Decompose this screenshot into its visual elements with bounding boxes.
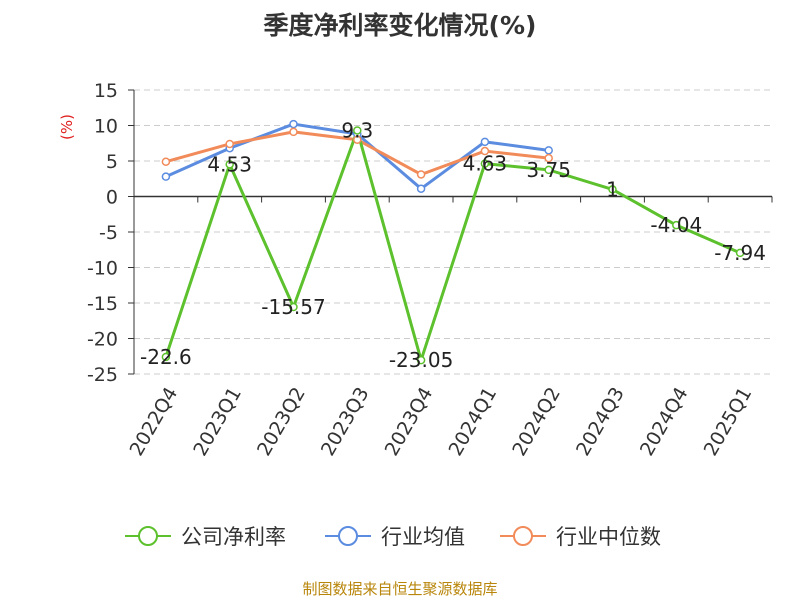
data-label: 4.63 <box>463 152 508 176</box>
y-tick-label: -20 <box>87 329 118 351</box>
data-point <box>225 139 234 149</box>
y-tick-label: -15 <box>87 293 118 315</box>
data-point <box>353 135 362 144</box>
series-points <box>161 119 745 365</box>
data-label: 3.75 <box>526 158 571 182</box>
x-tick-label: 2025Q1 <box>700 384 757 460</box>
x-tick-label: 2024Q4 <box>636 384 693 460</box>
x-tick-label: 2023Q3 <box>317 384 374 460</box>
data-point <box>480 137 490 147</box>
data-point <box>416 355 426 365</box>
y-tick-label: 10 <box>94 116 118 138</box>
x-tick-label: 2022Q4 <box>125 384 182 460</box>
data-point <box>161 157 171 166</box>
y-tick-label: -25 <box>87 364 118 386</box>
data-point <box>608 185 617 194</box>
y-tick-label: -10 <box>87 258 118 280</box>
x-tick-label: 2023Q2 <box>253 384 310 460</box>
legend-label: 行业均值 <box>381 525 465 549</box>
x-tick-label: 2023Q4 <box>381 384 438 460</box>
data-point <box>161 352 171 362</box>
data-point <box>289 127 298 137</box>
y-axis-label: (%) <box>58 114 76 140</box>
legend: 公司净利率 行业均值 行业中位数 <box>125 525 661 549</box>
x-tick-label: 2024Q2 <box>508 384 565 460</box>
data-label: -23.05 <box>389 348 453 372</box>
data-label: -15.57 <box>261 295 325 319</box>
data-point <box>353 126 362 135</box>
data-point <box>289 302 298 312</box>
source-note: 制图数据来自恒生聚源数据库 <box>302 580 498 598</box>
data-point <box>544 153 553 163</box>
data-label: 9.3 <box>341 118 373 142</box>
x-tick-label: 2023Q1 <box>189 384 246 460</box>
data-label: -4.04 <box>650 213 702 237</box>
data-point <box>735 248 745 258</box>
data-point <box>225 160 234 169</box>
y-tick-label: 5 <box>106 151 118 173</box>
x-tick-label: 2024Q1 <box>444 384 501 460</box>
y-tick-label: 15 <box>94 80 118 102</box>
legend-label: 公司净利率 <box>181 525 286 549</box>
data-point <box>416 170 426 179</box>
y-tick-label: -5 <box>99 222 118 244</box>
legend-marker <box>138 526 158 546</box>
series-line-0 <box>164 128 741 362</box>
data-point <box>544 165 553 175</box>
data-label: -7.94 <box>714 241 766 265</box>
data-label: -22.6 <box>140 345 192 369</box>
y-tick-label: 0 <box>106 187 118 209</box>
chart-title: 季度净利率变化情况(%) <box>263 11 537 40</box>
grid-lines <box>134 89 772 375</box>
legend-marker <box>513 526 533 546</box>
data-label: 1 <box>606 177 619 201</box>
legend-label: 行业中位数 <box>556 525 661 549</box>
data-point <box>480 146 490 156</box>
data-point <box>289 119 298 129</box>
data-labels: -22.6 4.53 -15.57 9.3 -23.05 4.63 3.75 1 -4.04 -7… <box>140 118 766 372</box>
data-point <box>416 184 426 193</box>
data-point <box>161 172 171 181</box>
data-point <box>672 220 681 230</box>
data-label: 4.53 <box>207 152 252 176</box>
legend-marker <box>338 526 358 546</box>
data-point <box>544 146 553 155</box>
series-lines <box>164 122 741 362</box>
data-point <box>480 159 490 168</box>
x-tick-label: 2024Q3 <box>572 384 629 460</box>
